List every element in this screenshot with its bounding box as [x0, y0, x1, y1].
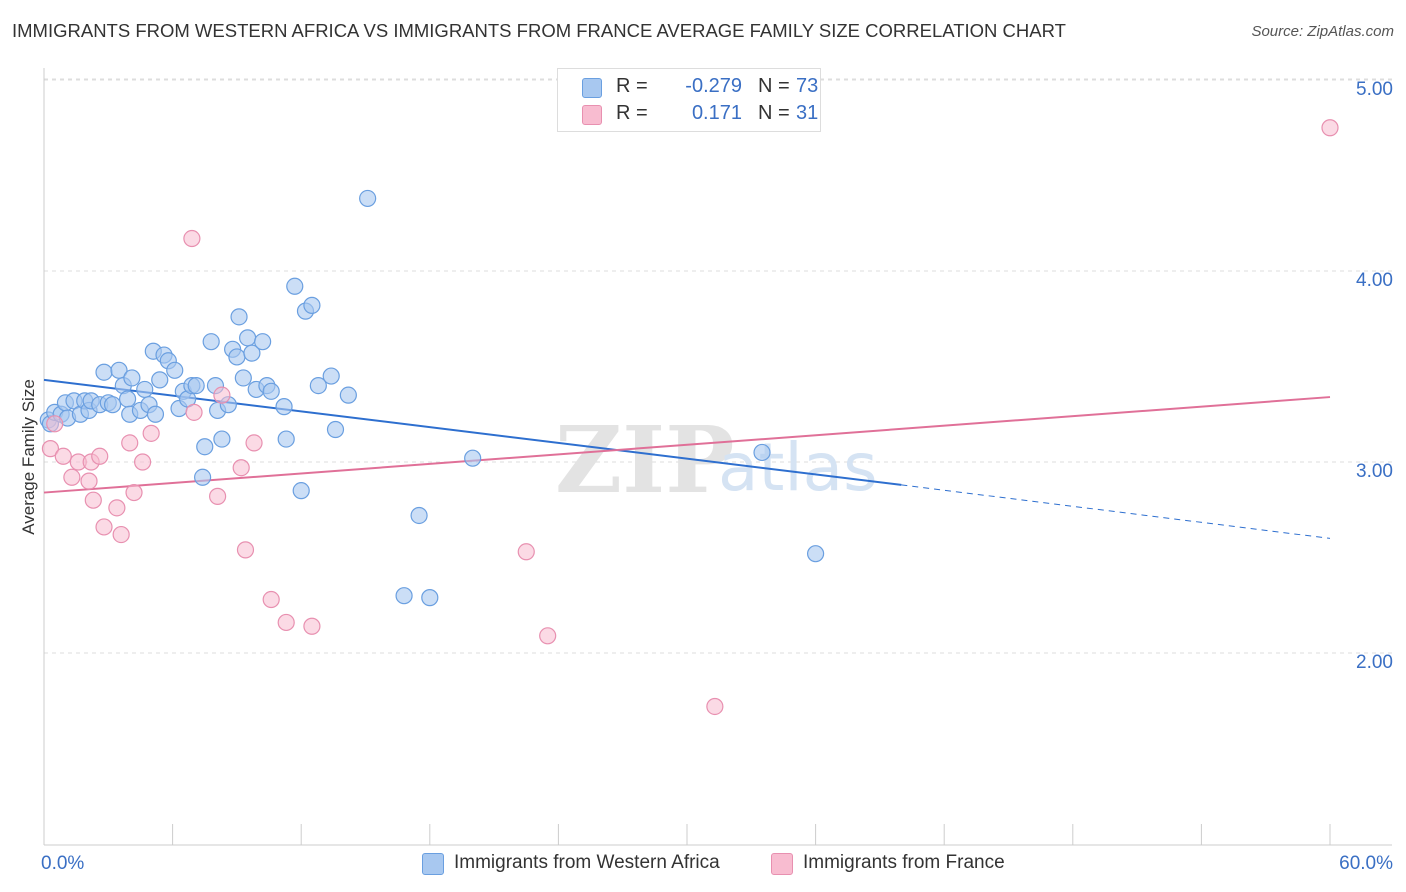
point-france [517, 543, 535, 561]
watermark-zip: ZIP [555, 406, 734, 514]
grid-lines [44, 78, 1392, 654]
point-western-africa [187, 377, 205, 395]
blue-swatch [422, 853, 444, 875]
watermark-atlas: atlas [718, 429, 878, 506]
point-western-africa [303, 296, 321, 314]
data-points [39, 119, 1339, 716]
y-tick-label: 5.00 [1356, 79, 1393, 100]
watermark: ZIP atlas [555, 406, 878, 514]
point-western-africa [243, 344, 261, 362]
point-france [63, 468, 81, 486]
r-value: -0.279 [685, 75, 742, 97]
point-france [84, 491, 102, 509]
point-france [112, 525, 130, 544]
point-france [262, 590, 280, 609]
point-western-africa [95, 363, 113, 381]
point-france [46, 415, 64, 433]
tick-labels: 2.00 3.00 4.00 5.00 0.0% 60.0% [41, 79, 1393, 874]
point-france [41, 440, 60, 458]
y-tick-label: 3.00 [1356, 461, 1393, 482]
point-france [236, 541, 255, 559]
point-western-africa [339, 386, 357, 404]
point-western-africa [292, 482, 310, 500]
n-label: N = [758, 102, 790, 124]
x-tick-label: 0.0% [41, 853, 84, 874]
point-western-africa [326, 420, 345, 439]
point-western-africa [202, 333, 220, 351]
point-western-africa [275, 398, 293, 416]
point-france [232, 459, 250, 477]
point-western-africa [151, 371, 169, 389]
source-label: Source: ZipAtlas.com [1251, 23, 1394, 40]
point-western-africa [464, 449, 482, 467]
point-western-africa [286, 277, 304, 295]
point-western-africa [806, 545, 825, 563]
n-value: 31 [796, 102, 819, 124]
pink-swatch [771, 853, 793, 875]
correlation-legend: R = -0.279 N = 73 R = 0.171 N = 31 [557, 68, 821, 132]
point-western-africa [213, 430, 231, 448]
point-western-africa [118, 390, 137, 408]
point-france [213, 386, 231, 404]
point-france [133, 453, 152, 471]
point-france [185, 403, 203, 421]
point-france [303, 617, 321, 635]
pink-swatch [582, 105, 602, 125]
point-western-africa [239, 329, 257, 347]
point-western-africa [103, 396, 122, 414]
point-france [121, 434, 139, 452]
y-axis-label: Average Family Size [19, 379, 38, 535]
point-france [80, 472, 98, 490]
point-france [277, 613, 295, 632]
n-label: N = [758, 75, 790, 97]
y-tick-label: 4.00 [1356, 270, 1393, 291]
point-france [183, 229, 201, 248]
point-france [125, 483, 143, 502]
point-western-africa [123, 369, 141, 387]
point-france [209, 487, 227, 505]
point-western-africa [234, 369, 252, 387]
point-western-africa [359, 189, 377, 208]
point-france [706, 697, 724, 716]
point-western-africa [421, 589, 439, 607]
point-western-africa [136, 380, 154, 399]
n-value: 73 [796, 75, 819, 97]
point-western-africa [194, 468, 212, 486]
series-name: Immigrants from France [803, 852, 1005, 873]
point-france [245, 434, 263, 452]
r-label: R = [616, 102, 648, 124]
point-western-africa [196, 438, 214, 456]
point-france [54, 447, 72, 465]
chart-title: IMMIGRANTS FROM WESTERN AFRICA VS IMMIGR… [12, 20, 1066, 41]
point-western-africa [230, 308, 248, 326]
x-tick-label: 60.0% [1339, 853, 1393, 874]
point-western-africa [309, 377, 327, 395]
point-western-africa [753, 443, 771, 462]
r-label: R = [616, 75, 648, 97]
point-france [142, 424, 160, 442]
point-western-africa [262, 382, 280, 400]
point-western-africa [410, 506, 428, 525]
point-france [91, 447, 109, 465]
point-france [108, 499, 126, 517]
blue-swatch [582, 78, 602, 98]
axes [43, 68, 1392, 846]
point-france [95, 518, 113, 536]
trend-line-france [43, 396, 1331, 494]
point-western-africa [277, 430, 295, 448]
point-western-africa [254, 333, 272, 351]
point-france [539, 627, 557, 645]
point-western-africa [395, 587, 413, 605]
series-name: Immigrants from Western Africa [454, 852, 720, 873]
trend-lines [43, 378, 1331, 539]
y-tick-label: 2.00 [1356, 652, 1393, 673]
point-western-africa [146, 405, 165, 423]
point-western-africa [228, 348, 246, 366]
point-france [1321, 119, 1339, 137]
r-value: 0.171 [691, 102, 742, 124]
trend-line-western-africa-extension [901, 484, 1331, 539]
point-western-africa [322, 367, 340, 385]
point-western-africa [166, 361, 184, 379]
